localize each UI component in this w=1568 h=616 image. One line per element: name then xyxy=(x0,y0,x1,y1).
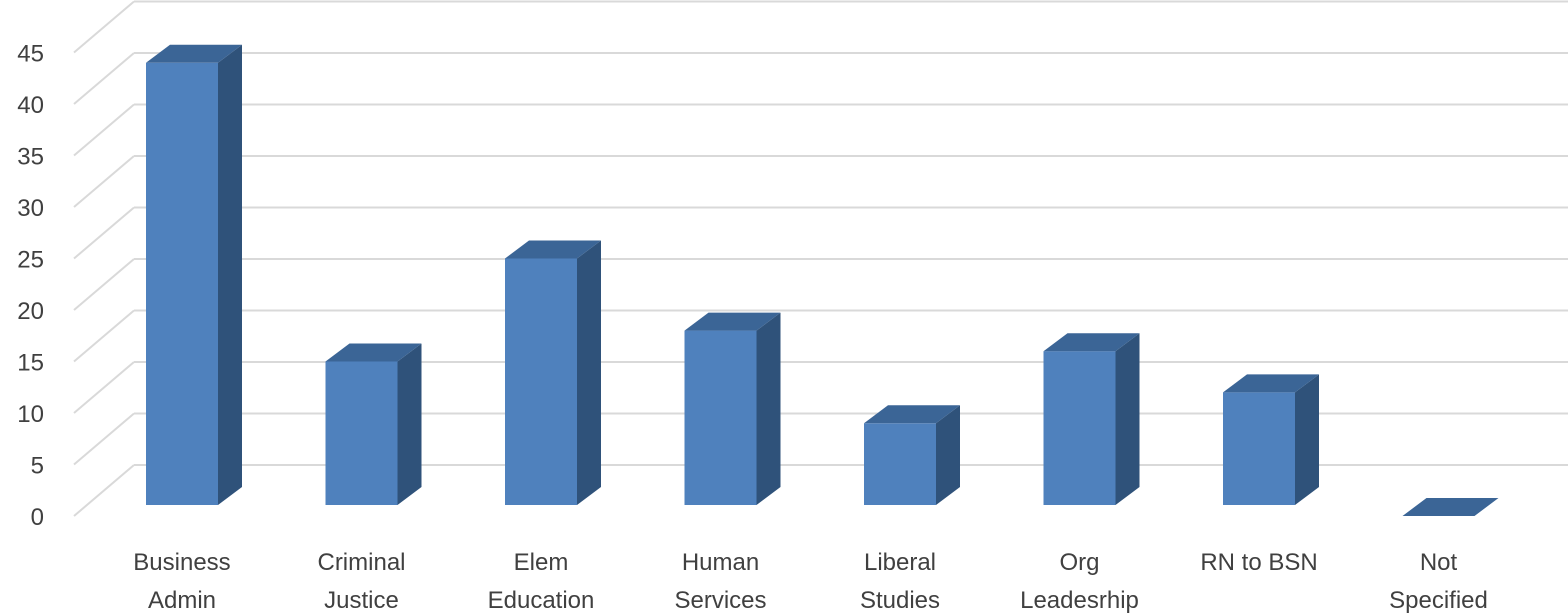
x-category-label-line: Criminal xyxy=(317,549,405,576)
gridline-diagonal xyxy=(73,206,135,260)
gridline-diagonal xyxy=(73,103,135,157)
bar-top xyxy=(1043,333,1140,352)
y-tick-label: 25 xyxy=(17,247,44,274)
x-category-label: Liberal Studies xyxy=(860,549,940,614)
bar-side xyxy=(1295,374,1319,505)
bar-front xyxy=(1043,351,1116,505)
x-category-label-line: Admin xyxy=(148,587,216,614)
x-axis-category-labels: Business Admin Criminal Justice Elem Educatio… xyxy=(133,549,1488,614)
bar-side xyxy=(397,343,422,505)
gridline-diagonal xyxy=(73,309,135,363)
gridline-diagonal xyxy=(73,258,135,311)
bar-front xyxy=(505,258,577,505)
y-tick-label: 20 xyxy=(17,298,44,325)
y-tick-label: 5 xyxy=(31,453,44,480)
y-tick-label: 15 xyxy=(17,350,44,377)
bar-side xyxy=(577,240,601,505)
x-category-label: Org Leadesrhip xyxy=(1020,549,1139,614)
gridline-diagonal xyxy=(73,155,135,208)
bar-top xyxy=(1223,374,1319,393)
x-category-label: Criminal Justice xyxy=(317,549,405,614)
bar-top xyxy=(1402,498,1499,516)
bar xyxy=(1043,333,1140,505)
bar-front xyxy=(325,361,398,505)
y-tick-label: 40 xyxy=(17,92,44,119)
x-category-label: RN to BSN xyxy=(1200,549,1317,576)
x-category-label-line: Org xyxy=(1059,549,1099,576)
x-category-label-line: Services xyxy=(674,587,766,614)
bar xyxy=(1402,498,1499,516)
x-category-label-line: Elem xyxy=(514,549,569,576)
bar xyxy=(146,44,242,506)
bar xyxy=(864,405,960,505)
bar-side xyxy=(1115,333,1140,505)
bar-top xyxy=(505,240,601,259)
bar-front xyxy=(864,423,936,505)
x-category-label-line: Liberal xyxy=(864,549,936,576)
bar-top xyxy=(684,312,781,331)
bar xyxy=(1223,374,1319,505)
bar-front xyxy=(146,62,218,506)
bar-top xyxy=(325,343,422,362)
bar-front xyxy=(1223,392,1295,505)
bar-side xyxy=(756,312,781,505)
y-tick-label: 45 xyxy=(17,41,44,68)
y-tick-label: 10 xyxy=(17,401,44,428)
x-category-label-line: Justice xyxy=(324,587,399,614)
x-category-label-line: Leadesrhip xyxy=(1020,587,1139,614)
bar-top xyxy=(864,405,960,424)
x-category-label: Human Services xyxy=(674,549,766,614)
bar-front xyxy=(684,330,757,505)
gridlines xyxy=(73,0,1568,517)
x-category-label: Business Admin xyxy=(133,549,230,614)
gridline-diagonal xyxy=(73,0,135,54)
x-category-label-line: Not xyxy=(1420,549,1458,576)
x-category-label-line: Human xyxy=(682,549,759,576)
x-category-label-line: Specified xyxy=(1389,587,1488,614)
y-tick-label: 35 xyxy=(17,144,44,171)
gridline-diagonal xyxy=(73,52,135,105)
bar xyxy=(505,240,601,505)
y-axis-tick-labels: 0 5 10 15 20 25 30 35 40 45 xyxy=(17,41,44,532)
y-tick-label: 0 xyxy=(31,504,44,531)
y-tick-label: 30 xyxy=(17,195,44,222)
bar xyxy=(684,312,781,505)
gridline-diagonal xyxy=(73,464,135,517)
bar xyxy=(325,343,422,505)
x-category-label-line: Education xyxy=(488,587,595,614)
x-category-label: Not Specified xyxy=(1389,549,1488,614)
bar-top xyxy=(146,44,242,63)
x-category-label-line: Studies xyxy=(860,587,940,614)
x-category-label: Elem Education xyxy=(488,549,595,614)
gridline-diagonal xyxy=(73,361,135,414)
bars xyxy=(146,44,1499,516)
bar-side xyxy=(936,405,960,505)
gridline-diagonal xyxy=(73,412,135,466)
x-category-label-line: RN to BSN xyxy=(1200,549,1317,576)
x-category-label-line: Business xyxy=(133,549,230,576)
bar-side xyxy=(218,44,242,506)
